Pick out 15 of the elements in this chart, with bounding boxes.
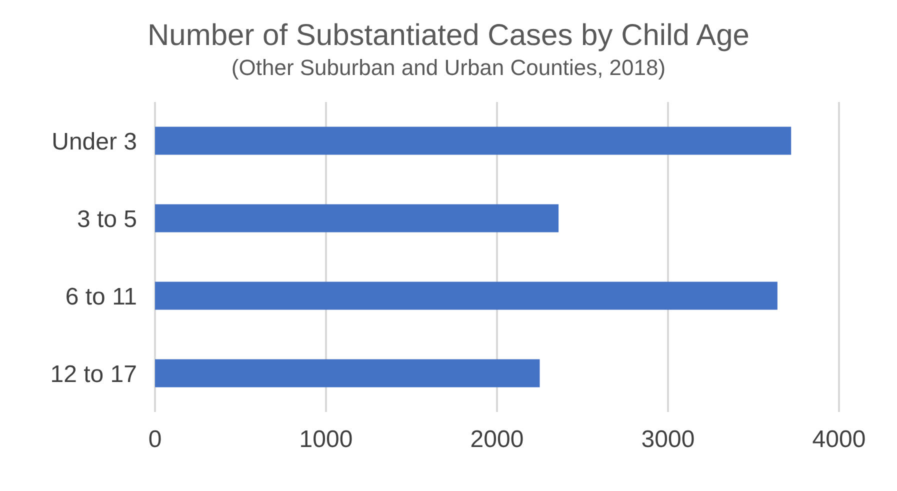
x-tick-label: 1000 (299, 426, 353, 454)
chart-title: Number of Substantiated Cases by Child Age (146, 18, 750, 54)
bar (155, 359, 540, 388)
y-tick-label: 12 to 17 (50, 360, 137, 388)
x-tick-label: 0 (148, 426, 162, 454)
y-tick-label: Under 3 (52, 128, 137, 156)
x-tick-label: 2000 (470, 426, 524, 454)
x-tick-label: 3000 (641, 426, 695, 454)
y-tick-label: 3 to 5 (76, 206, 137, 233)
chart-subtitle: (Other Suburban and Urban Counties, 2018) (230, 54, 667, 82)
bar (155, 204, 559, 232)
bar (155, 126, 792, 155)
bar (155, 282, 778, 310)
y-tick-label: 6 to 11 (65, 283, 137, 310)
x-tick-label: 4000 (812, 426, 866, 454)
